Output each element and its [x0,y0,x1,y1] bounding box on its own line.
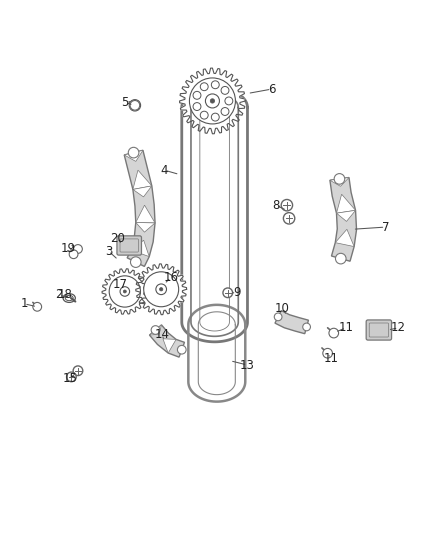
Polygon shape [131,240,149,256]
Text: 9: 9 [233,286,240,300]
Polygon shape [133,170,152,189]
Text: 19: 19 [60,243,75,255]
Ellipse shape [63,294,75,302]
Text: 8: 8 [272,199,279,212]
Polygon shape [182,88,247,342]
Text: 20: 20 [110,231,125,245]
Circle shape [74,245,82,253]
Circle shape [69,250,78,259]
Circle shape [205,94,219,108]
Text: 16: 16 [163,271,178,284]
Circle shape [274,313,282,321]
Polygon shape [124,150,155,266]
Circle shape [200,83,208,91]
Polygon shape [275,311,308,334]
Circle shape [156,284,166,295]
Circle shape [128,147,139,158]
Circle shape [129,100,141,111]
Circle shape [120,287,130,296]
Circle shape [303,323,311,331]
Circle shape [33,302,42,311]
Polygon shape [149,325,184,357]
FancyBboxPatch shape [366,320,392,340]
Circle shape [212,113,219,121]
Polygon shape [136,205,155,223]
Polygon shape [163,339,176,353]
Text: 1: 1 [20,297,28,310]
Text: 4: 4 [160,164,168,176]
Circle shape [130,101,140,110]
Circle shape [281,199,293,211]
Polygon shape [133,186,152,197]
Ellipse shape [65,295,73,301]
Circle shape [283,213,295,224]
Text: 11: 11 [323,352,338,365]
Circle shape [109,276,141,307]
Polygon shape [149,325,162,335]
Polygon shape [330,177,357,261]
Text: 6: 6 [268,83,276,95]
Circle shape [151,326,160,334]
Polygon shape [180,68,245,134]
Circle shape [334,174,345,184]
Circle shape [159,288,163,291]
Text: 10: 10 [275,302,290,314]
Polygon shape [330,177,349,187]
Polygon shape [136,264,187,314]
Circle shape [177,345,186,354]
Circle shape [212,81,219,88]
Polygon shape [335,229,354,247]
Circle shape [200,111,208,119]
Text: 15: 15 [63,372,78,385]
Circle shape [189,78,236,124]
Circle shape [144,272,179,307]
Text: 18: 18 [57,288,72,302]
Text: 7: 7 [381,221,389,233]
Circle shape [223,288,233,297]
Polygon shape [124,150,143,161]
Text: 5: 5 [121,96,128,109]
Text: 2: 2 [55,288,63,302]
Circle shape [193,91,201,99]
Text: 13: 13 [240,359,255,372]
Circle shape [221,108,229,116]
Text: 11: 11 [339,321,353,334]
Circle shape [221,86,229,94]
Text: 12: 12 [391,321,406,334]
Circle shape [336,253,346,264]
Text: 3: 3 [105,245,112,257]
FancyBboxPatch shape [117,236,141,255]
Polygon shape [336,211,356,221]
Circle shape [225,97,233,105]
Polygon shape [136,222,155,232]
Polygon shape [102,269,148,314]
Text: 14: 14 [155,328,170,341]
Circle shape [210,99,215,103]
Text: 17: 17 [113,278,128,292]
Circle shape [193,103,201,110]
Circle shape [329,328,339,338]
Polygon shape [336,194,356,213]
Polygon shape [188,305,245,401]
Circle shape [124,290,126,293]
Circle shape [73,366,83,376]
Circle shape [67,372,76,382]
Circle shape [323,349,332,358]
Circle shape [131,257,141,268]
